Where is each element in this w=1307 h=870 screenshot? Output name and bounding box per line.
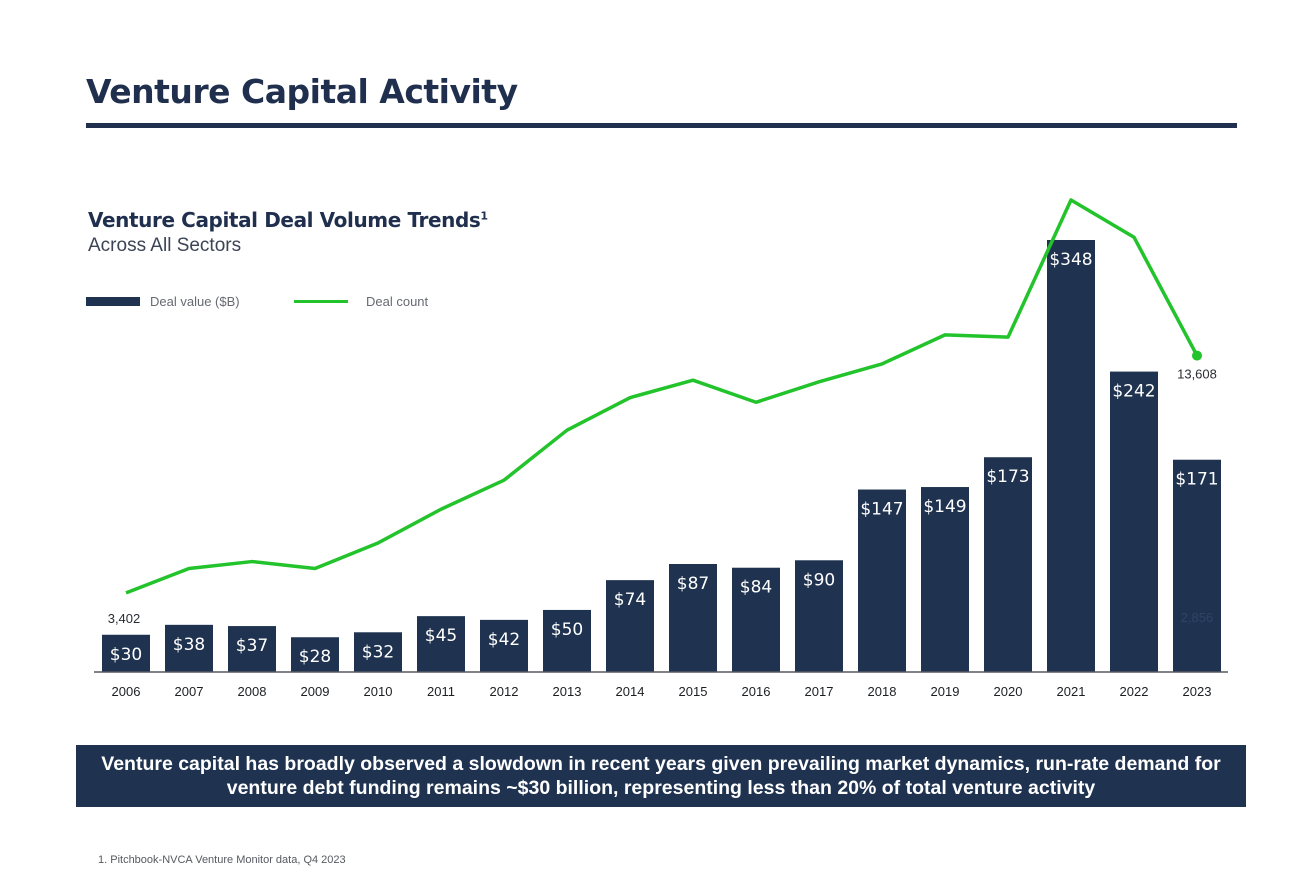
bar-label-2007: $38	[173, 635, 205, 655]
x-tick-label-2020: 2020	[994, 684, 1023, 699]
x-tick-label-2009: 2009	[301, 684, 330, 699]
bar-2021	[1047, 240, 1095, 672]
bar-2006	[102, 634, 150, 672]
legend-label-deal-count: Deal count	[366, 294, 429, 309]
bar-label-2014: $74	[614, 590, 646, 610]
bar-2013	[543, 609, 591, 672]
bar-label-2011: $45	[425, 626, 457, 646]
bar-label-2023: $171	[1175, 470, 1218, 490]
x-tick-label-2021: 2021	[1057, 684, 1086, 699]
legend-label-deal-value: Deal value ($B)	[150, 294, 240, 309]
bar-2023	[1173, 459, 1221, 672]
footnote-marker: 1	[480, 209, 488, 223]
bar-label-2016: $84	[740, 578, 772, 598]
bar-2022	[1110, 371, 1158, 672]
x-tick-label-2007: 2007	[175, 684, 204, 699]
faint-annotation: 2,856	[1181, 610, 1214, 625]
bar-2008	[228, 626, 276, 672]
bar-2011	[417, 616, 465, 672]
bar-2010	[354, 632, 402, 672]
bar-2015	[669, 564, 717, 672]
x-tick-label-2017: 2017	[805, 684, 834, 699]
bar-2007	[165, 624, 213, 672]
bar-label-2018: $147	[860, 500, 903, 520]
callout-box: Venture capital has broadly observed a s…	[76, 745, 1246, 807]
chart-title: Venture Capital Deal Volume Trends1	[88, 208, 488, 232]
bar-label-2012: $42	[488, 630, 520, 650]
title-divider	[86, 123, 1237, 128]
bar-label-2019: $149	[923, 497, 966, 517]
bar-label-2022: $242	[1112, 382, 1155, 402]
bar-label-2021: $348	[1049, 250, 1092, 270]
x-tick-label-2010: 2010	[364, 684, 393, 699]
deal-count-line	[125, 198, 1199, 595]
x-tick-label-2011: 2011	[427, 684, 455, 699]
bar-2019	[921, 487, 969, 672]
bar-label-2008: $37	[236, 636, 268, 656]
x-tick-label-2022: 2022	[1120, 684, 1149, 699]
legend-item-deal-count: Deal count	[294, 294, 428, 309]
legend-item-deal-value: Deal value ($B)	[86, 294, 240, 309]
x-tick-label-2008: 2008	[238, 684, 267, 699]
bar-label-2009: $28	[299, 647, 331, 667]
x-tick-label-2018: 2018	[868, 684, 897, 699]
x-tick-label-2012: 2012	[490, 684, 519, 699]
x-tick-label-2014: 2014	[616, 684, 645, 699]
bar-2017	[795, 560, 843, 672]
bar-label-2013: $50	[551, 620, 583, 640]
footnote: 1. Pitchbook-NVCA Venture Monitor data, …	[98, 854, 346, 866]
bar-2009	[291, 637, 339, 672]
bar-label-2020: $173	[986, 467, 1029, 487]
legend-swatch-line	[294, 300, 348, 303]
x-tick-label-2015: 2015	[679, 684, 708, 699]
legend-swatch-bar	[86, 297, 140, 306]
bar-2016	[732, 567, 780, 672]
bar-label-2015: $87	[677, 574, 709, 594]
bar-label-2017: $90	[803, 570, 835, 590]
callout-text: Venture capital has broadly observed a s…	[101, 753, 1221, 799]
deal-count-label-2006: 3,402	[108, 611, 141, 626]
chart-plot: $30 $38 $37 $28 $32 $45 $42 $50 $74 $87 $84 $90 $147…	[94, 198, 1228, 699]
x-tick-label-2013: 2013	[553, 684, 582, 699]
deal-count-end-marker	[1192, 350, 1202, 361]
x-tick-label-2023: 2023	[1183, 684, 1212, 699]
bar-label-2006: $30	[110, 645, 142, 665]
bar-2014	[606, 580, 654, 672]
bar-2012	[480, 619, 528, 672]
chart-subtitle: Across All Sectors	[88, 235, 242, 256]
bar-2018	[858, 489, 906, 672]
x-tick-label-2006: 2006	[112, 684, 141, 699]
bar-label-2010: $32	[362, 642, 394, 662]
x-tick-label-2019: 2019	[931, 684, 960, 699]
page-title: Venture Capital Activity	[86, 72, 518, 111]
x-tick-label-2016: 2016	[742, 684, 771, 699]
bar-2020	[984, 457, 1032, 672]
deal-count-label-2023: 13,608	[1177, 367, 1217, 382]
